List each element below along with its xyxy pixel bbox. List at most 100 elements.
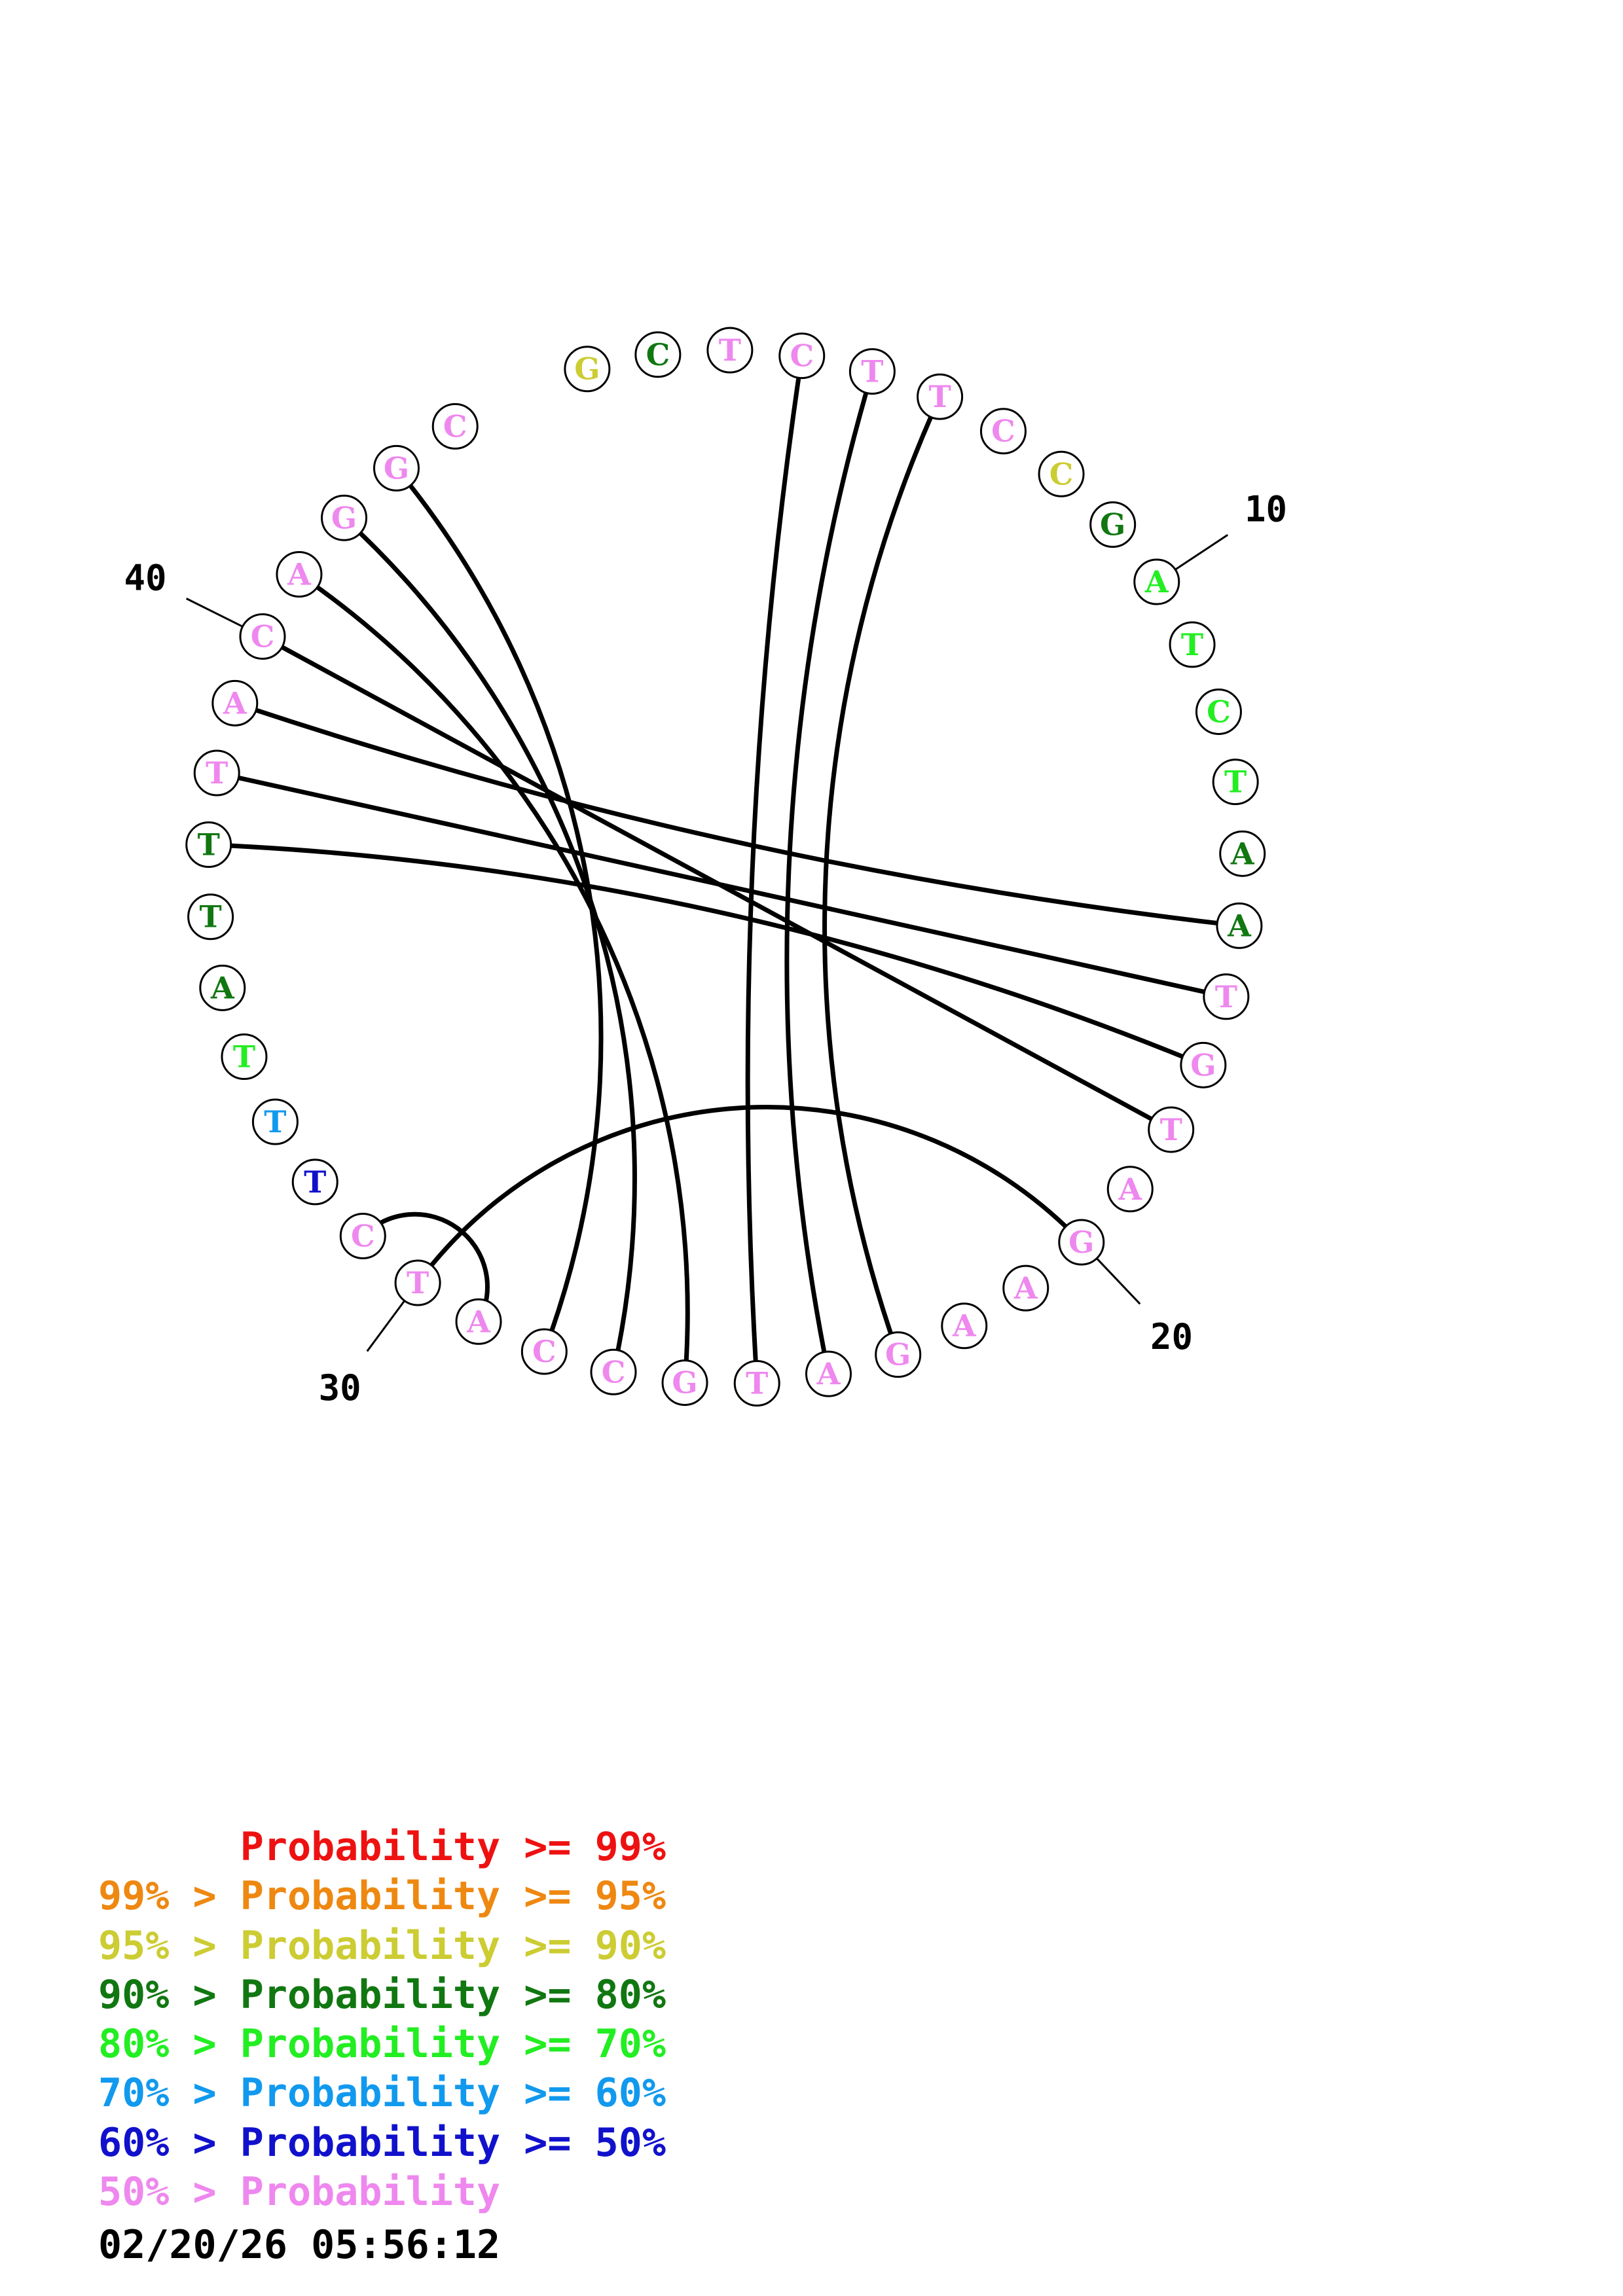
timestamp: 02/20/26 05:56:12 [98,2222,501,2268]
nucleotide-circle [455,1298,502,1345]
legend-prefix: 70% > [98,2070,240,2117]
base-pair-arc-29-31 [361,1211,490,1323]
legend-label: Probability >= 50% [240,2119,666,2166]
nucleotide-circle [1133,558,1180,605]
base-pair-arc-5-24 [784,370,875,1374]
nucleotide-letter: G [331,500,357,535]
nucleotide-circle [1038,450,1085,497]
nucleotide-letter: T [746,1366,768,1401]
legend-prefix: 50% > [98,2169,240,2215]
nucleotide-circle [221,1033,268,1081]
legend-label: Probability >= 70% [240,2021,666,2068]
nucleotide-circle [875,1331,922,1378]
nucleotide-letter: C [251,619,275,655]
nucleotide-13: T [1212,759,1259,806]
nucleotide-letter: G [885,1337,911,1372]
position-label-10: 10 [1245,489,1287,530]
nucleotide-23: G [875,1331,922,1378]
nucleotide-circle [1180,1041,1227,1088]
nucleotide-circle [520,1328,568,1375]
nucleotide-circle [291,1158,338,1206]
nucleotide-letter: T [304,1164,326,1200]
position-ticks: 10 20 30 40 [124,489,1287,1408]
nucleotide-33: T [251,1098,299,1145]
legend-row: 80% > Probability >= 70% [98,2020,666,2069]
nucleotide-letter: A [1144,564,1169,600]
nucleotide-18: T [1148,1106,1195,1153]
nucleotide-letter: A [466,1304,491,1339]
nucleotide-20: G [1058,1219,1105,1266]
nucleotide-letter: G [574,351,600,387]
nucleotide-letter: T [233,1039,255,1075]
legend-prefix: 60% > [98,2119,240,2166]
legend-prefix: 80% > [98,2021,240,2068]
position-label-20: 20 [1150,1316,1193,1357]
nucleotide-32: T [291,1158,338,1206]
nucleotide-circle [979,408,1027,455]
probability-legend: Probability >= 99% 99% > Probability >= 9… [98,1823,666,2217]
base-pair-arc-20-30 [416,1104,1084,1285]
legend-row: 70% > Probability >= 60% [98,2069,666,2118]
nucleotide-3: T [706,327,754,374]
base-pair-arc-28-43 [394,467,604,1353]
nucleotide-12: C [1195,688,1242,735]
nucleotide-letter: G [1068,1225,1094,1260]
legend-prefix: 95% > [98,1922,240,1969]
nucleotide-circle [1002,1265,1049,1312]
nucleotide-circle [590,1348,637,1395]
nucleotide-letter: A [287,557,312,592]
nucleotide-35: A [199,964,246,1011]
legend-label: Probability [240,2169,501,2215]
nucleotide-circle [1195,688,1242,735]
nucleotide-circle [211,679,259,726]
nucleotide-21: A [1002,1265,1049,1312]
nucleotide-circle [1148,1106,1195,1153]
nucleotide-circle [1089,501,1137,548]
nucleotide-circle [805,1350,852,1397]
legend-label: Probability >= 95% [240,1873,666,1920]
nucleotide-30: T [394,1259,441,1306]
nucleotide-letter: T [1181,627,1203,662]
nucleotide-25: T [733,1360,780,1407]
nucleotide-letter: C [790,338,814,374]
nucleotide-circle [564,346,611,393]
nucleotide-39: A [211,679,259,726]
legend-row: 60% > Probability >= 50% [98,2119,666,2168]
nucleotide-circle [193,749,240,797]
nucleotide-circle [778,332,826,380]
legend-label: Probability >= 60% [240,2070,666,2117]
nucleotide-11: T [1169,621,1216,668]
nucleotide-24: A [805,1350,852,1397]
nucleotide-circle [394,1259,441,1306]
nucleotide-14: A [1219,830,1266,877]
nucleotide-letter: C [532,1334,556,1369]
nucleotide-letter: G [672,1365,697,1401]
nucleotide-15: A [1216,902,1263,949]
nucleotide-circle [373,444,420,492]
position-tick-40 [185,598,244,628]
nucleotide-circle [1219,830,1266,877]
nucleotide-letter: A [952,1308,977,1344]
legend-prefix: 99% > [98,1873,240,1920]
nucleotide-34: T [221,1033,268,1081]
nucleotide-circle [706,327,754,374]
legend-row: 99% > Probability >= 95% [98,1872,666,1921]
legend-label: Probability >= 90% [240,1922,666,1969]
nucleotide-letter: A [223,685,247,721]
nucleotide-4: C [778,332,826,380]
nucleotide-9: G [1089,501,1137,548]
nucleotide-26: G [661,1359,708,1407]
legend-row: Probability >= 99% [98,1823,666,1872]
nucleotide-41: A [276,551,323,598]
nucleotide-16: T [1203,973,1250,1020]
nucleotide-6: T [917,373,964,420]
nucleotide-circle [1058,1219,1105,1266]
position-tick-30 [366,1300,406,1352]
nucleotide-38: T [193,749,240,797]
nucleotide-ring: G C T C TTCCGATCTAATGTAGAAGATGCCATCTTTATTTAC… [185,327,1266,1407]
nucleotide-circle [185,821,232,869]
legend-row: 95% > Probability >= 90% [98,1922,666,1971]
position-label-30: 30 [319,1367,361,1408]
nucleotide-5: T [848,348,896,395]
